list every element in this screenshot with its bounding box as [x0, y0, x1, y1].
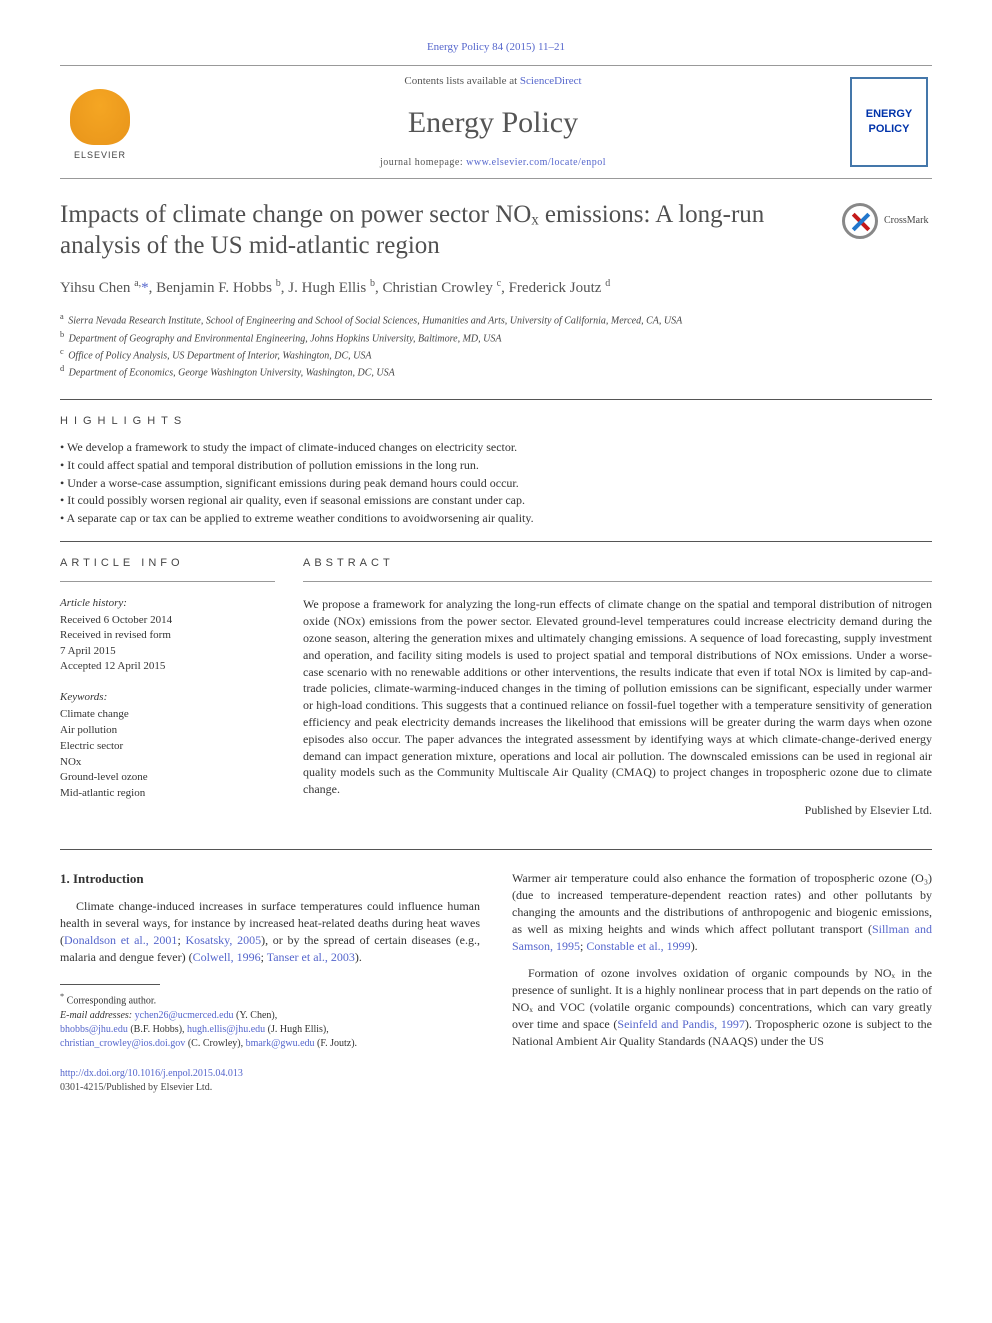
- authors-line: Yihsu Chen a,*, Benjamin F. Hobbs b, J. …: [60, 277, 932, 299]
- footnotes: * Corresponding author. E-mail addresses…: [60, 991, 480, 1050]
- cite-link[interactable]: Tanser et al., 2003: [267, 950, 355, 964]
- text: Corresponding author.: [67, 996, 156, 1007]
- left-column: 1. Introduction Climate change-induced i…: [60, 870, 480, 1095]
- journal-title: Energy Policy: [136, 102, 850, 144]
- history-head: Article history:: [60, 596, 275, 611]
- elsevier-logo: ELSEVIER: [64, 82, 136, 162]
- rule: [303, 581, 932, 582]
- doi-block: http://dx.doi.org/10.1016/j.enpol.2015.0…: [60, 1067, 480, 1095]
- article-title: Impacts of climate change on power secto…: [60, 199, 822, 262]
- journal-cover-label: ENERGY POLICY: [856, 107, 922, 138]
- keyword: Electric sector: [60, 740, 123, 752]
- highlight-item: It could affect spatial and temporal dis…: [60, 457, 932, 474]
- crossmark-icon: [842, 203, 878, 239]
- footnote-rule: [60, 984, 160, 985]
- affiliation-line: b Department of Geography and Environmen…: [60, 329, 932, 346]
- corresponding-note: * Corresponding author.: [60, 991, 480, 1008]
- homepage-line: journal homepage: www.elsevier.com/locat…: [136, 156, 850, 170]
- contents-text: Contents lists available at: [404, 75, 519, 87]
- doi-link[interactable]: http://dx.doi.org/10.1016/j.enpol.2015.0…: [60, 1068, 243, 1079]
- text: ).: [691, 939, 698, 953]
- keyword: Air pollution: [60, 724, 117, 736]
- emails-line: E-mail addresses: ychen26@ucmerced.edu (…: [60, 1009, 480, 1051]
- history-line: Received 6 October 2014: [60, 613, 275, 628]
- keyword: Ground-level ozone: [60, 771, 148, 783]
- body-columns: 1. Introduction Climate change-induced i…: [60, 870, 932, 1095]
- affiliation-line: a Sierra Nevada Research Institute, Scho…: [60, 311, 932, 328]
- highlights-list: We develop a framework to study the impa…: [60, 439, 932, 527]
- history-line: Received in revised form: [60, 628, 275, 643]
- keywords-head: Keywords:: [60, 690, 275, 705]
- sciencedirect-link[interactable]: ScienceDirect: [520, 75, 582, 87]
- intro-heading: 1. Introduction: [60, 870, 480, 888]
- email-link[interactable]: bmark@gwu.edu: [246, 1038, 315, 1049]
- affiliations: a Sierra Nevada Research Institute, Scho…: [60, 311, 932, 380]
- keywords-list: Climate change Air pollution Electric sect…: [60, 707, 275, 803]
- masthead: ELSEVIER Contents lists available at Sci…: [60, 65, 932, 178]
- keywords-block: Keywords: Climate change Air pollution Ele…: [60, 690, 275, 802]
- intro-p1: Climate change-induced increases in surf…: [60, 898, 480, 966]
- email-who: (J. Hugh Ellis),: [268, 1024, 329, 1035]
- masthead-center: Contents lists available at ScienceDirec…: [136, 74, 850, 169]
- rule: [60, 849, 932, 850]
- homepage-prefix: journal homepage:: [380, 157, 466, 168]
- highlight-item: A separate cap or tax can be applied to …: [60, 510, 932, 527]
- elsevier-label: ELSEVIER: [74, 149, 126, 162]
- text: ).: [355, 950, 362, 964]
- homepage-link[interactable]: www.elsevier.com/locate/enpol: [466, 157, 606, 168]
- intro-p2: Warmer air temperature could also enhanc…: [512, 870, 932, 955]
- abstract-text: We propose a framework for analyzing the…: [303, 596, 932, 798]
- highlight-item: It could possibly worsen regional air qu…: [60, 492, 932, 509]
- crossmark-badge[interactable]: CrossMark: [842, 203, 932, 239]
- keyword: Mid-atlantic region: [60, 787, 145, 799]
- cite-link[interactable]: Kosatsky, 2005: [185, 933, 261, 947]
- highlight-item: We develop a framework to study the impa…: [60, 439, 932, 456]
- affiliation-line: d Department of Economics, George Washin…: [60, 363, 932, 380]
- email-who: (B.F. Hobbs),: [130, 1024, 184, 1035]
- article-info-heading: ARTICLE INFO: [60, 556, 275, 571]
- keyword: NOx: [60, 756, 81, 768]
- history-line: Accepted 12 April 2015: [60, 659, 275, 674]
- cite-link[interactable]: Seinfeld and Pandis, 1997: [617, 1017, 744, 1031]
- crossmark-label: CrossMark: [884, 214, 928, 228]
- highlight-item: Under a worse-case assumption, significa…: [60, 475, 932, 492]
- email-link[interactable]: ychen26@ucmerced.edu: [135, 1010, 234, 1021]
- intro-p3: Formation of ozone involves oxidation of…: [512, 965, 932, 1050]
- journal-cover-thumb: ENERGY POLICY: [850, 77, 928, 167]
- email-link[interactable]: christian_crowley@ios.doi.gov: [60, 1038, 185, 1049]
- rule: [60, 399, 932, 400]
- rule: [60, 581, 275, 582]
- email-who: (Y. Chen),: [236, 1010, 277, 1021]
- issn-line: 0301-4215/Published by Elsevier Ltd.: [60, 1082, 212, 1093]
- cite-link[interactable]: Colwell, 1996: [193, 950, 261, 964]
- history-line: 7 April 2015: [60, 644, 275, 659]
- email-link[interactable]: bhobbs@jhu.edu: [60, 1024, 128, 1035]
- cite-link[interactable]: Constable et al., 1999: [586, 939, 690, 953]
- article-info-column: ARTICLE INFO Article history: Received 6…: [60, 556, 275, 819]
- right-column: Warmer air temperature could also enhanc…: [512, 870, 932, 1095]
- rule: [60, 541, 932, 542]
- abstract-heading: ABSTRACT: [303, 556, 932, 571]
- journal-reference: Energy Policy 84 (2015) 11–21: [60, 40, 932, 55]
- email-who: (F. Joutz).: [317, 1038, 357, 1049]
- elsevier-tree-icon: [70, 89, 130, 145]
- email-who: (C. Crowley),: [188, 1038, 243, 1049]
- keyword: Climate change: [60, 708, 129, 720]
- abstract-column: ABSTRACT We propose a framework for anal…: [303, 556, 932, 819]
- affiliation-line: c Office of Policy Analysis, US Departme…: [60, 346, 932, 363]
- article-history: Article history: Received 6 October 2014…: [60, 596, 275, 674]
- emails-label: E-mail addresses:: [60, 1010, 135, 1021]
- cite-link[interactable]: Donaldson et al., 2001: [64, 933, 177, 947]
- highlights-heading: HIGHLIGHTS: [60, 414, 932, 429]
- email-link[interactable]: hugh.ellis@jhu.edu: [187, 1024, 265, 1035]
- contents-line: Contents lists available at ScienceDirec…: [136, 74, 850, 89]
- text: Warmer air temperature could also enhanc…: [512, 871, 932, 936]
- publisher-line: Published by Elsevier Ltd.: [303, 802, 932, 819]
